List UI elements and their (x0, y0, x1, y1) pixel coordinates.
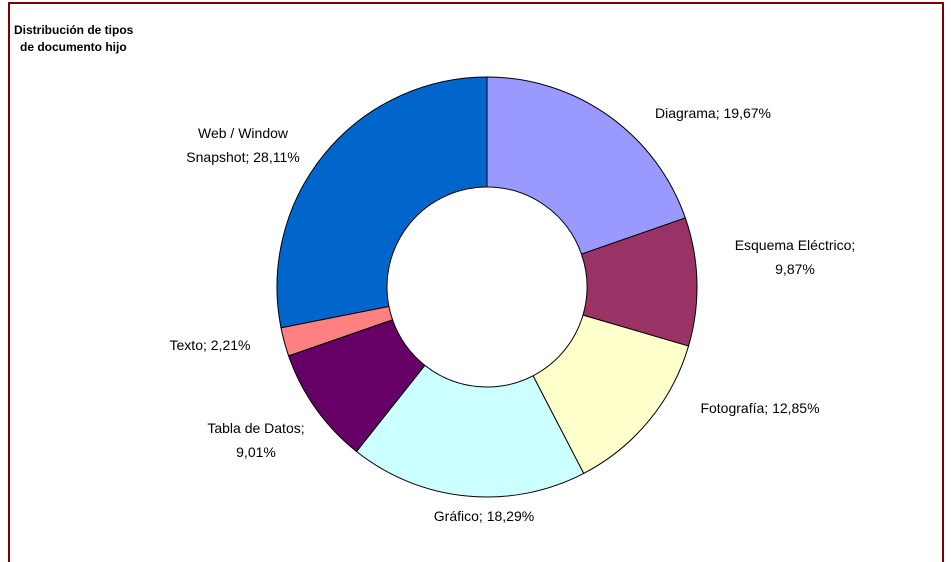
label-category: Texto (169, 337, 203, 353)
donut-slice (532, 314, 690, 475)
label-separator: ; (300, 420, 309, 436)
data-label: Fotografía; 12,85% (610, 396, 910, 420)
label-category: Web / Window Snapshot (186, 125, 288, 165)
label-value: 12,85% (772, 400, 820, 416)
label-separator: ; (478, 508, 487, 524)
label-value: 9,01% (236, 444, 276, 460)
data-label: Texto; 2,21% (60, 333, 360, 357)
label-category: Diagrama (655, 105, 716, 121)
label-value: 9,87% (775, 261, 815, 277)
label-value: 2,21% (210, 337, 251, 353)
label-category: Esquema Eléctrico (734, 237, 852, 253)
label-separator: ; (245, 149, 254, 165)
chart-title: Distribución de tipos de documento hijo (14, 22, 133, 56)
label-separator: ; (764, 400, 773, 416)
data-label: Diagrama; 19,67% (563, 101, 863, 125)
label-separator: ; (202, 337, 211, 353)
donut-slice (355, 364, 585, 498)
label-category: Tabla de Datos (207, 420, 301, 436)
data-label: Esquema Eléctrico; 9,87% (715, 233, 875, 281)
label-value: 18,29% (486, 508, 535, 524)
title-line: Distribución de tipos (14, 23, 134, 37)
label-category: Gráfico (433, 508, 479, 524)
donut-slice (276, 76, 488, 329)
frame (8, 2, 944, 562)
label-separator: ; (851, 237, 860, 253)
label-separator: ; (715, 105, 724, 121)
data-label: Gráfico; 18,29% (334, 504, 634, 528)
title-line: de documento hijo (20, 40, 127, 54)
label-category: Fotografía (700, 400, 765, 416)
label-value: 28,11% (253, 149, 300, 165)
data-label: Tabla de Datos; 9,01% (186, 416, 326, 464)
data-label: Web / Window Snapshot; 28,11% (178, 121, 308, 169)
donut-slice (486, 76, 686, 255)
label-value: 19,67% (723, 105, 771, 121)
